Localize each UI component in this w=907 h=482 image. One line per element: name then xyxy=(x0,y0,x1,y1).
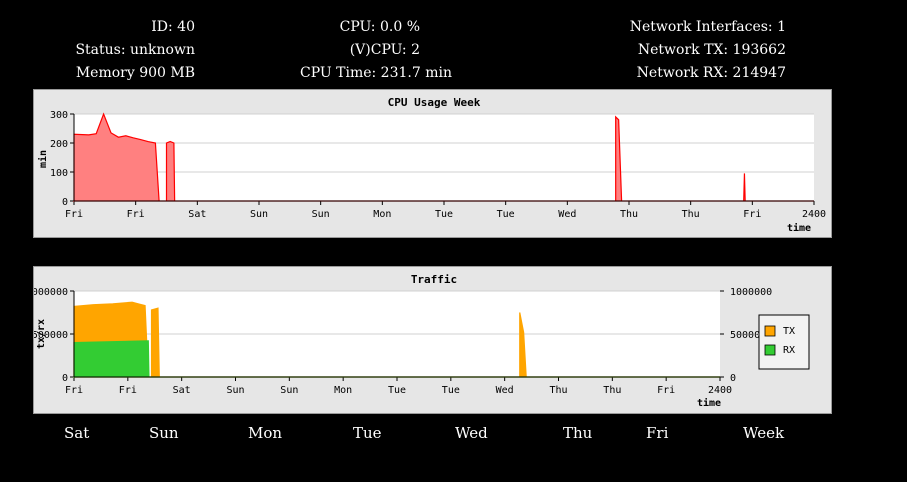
y-right-tick-label: 1000000 xyxy=(730,287,772,298)
x-tick-label: Sun xyxy=(280,385,298,396)
y-tick-label: 200 xyxy=(50,139,68,150)
x-tick-label: Mon xyxy=(373,209,391,220)
network-tx: Network TX: 193662 xyxy=(637,42,786,58)
x-tick-label: Sun xyxy=(250,209,268,220)
traffic-chart-panel: Traffic tx/rx time 1000000 1000000 500000 5… xyxy=(33,266,832,414)
traffic-legend: TX RX xyxy=(758,314,810,370)
y-right-tick-label: 0 xyxy=(730,373,736,384)
vm-status: Status: unknown xyxy=(75,42,195,58)
x-tick-label: Fri xyxy=(119,385,137,396)
day-link-week[interactable]: Week xyxy=(743,424,785,442)
x-tick-label: Sat xyxy=(188,209,206,220)
cpu-time: CPU Time: 231.7 min xyxy=(300,65,452,81)
day-link-tue[interactable]: Tue xyxy=(353,424,382,442)
x-tick-label: Sat xyxy=(173,385,191,396)
y-right-tick-label: 500000 xyxy=(730,330,766,341)
x-tick-label: 2400 xyxy=(708,385,732,396)
traffic-y-label: tx/rx xyxy=(36,319,47,349)
legend-box xyxy=(758,314,810,370)
y-tick-label: 0 xyxy=(62,197,68,208)
x-tick-label: Sun xyxy=(226,385,244,396)
x-tick-label: Fri xyxy=(65,385,83,396)
cpu-chart-panel: CPU Usage Week min time 300 200 100 0 Fri Fri… xyxy=(33,89,832,238)
x-tick-label: Fri xyxy=(127,209,145,220)
cpu-chart-title: CPU Usage Week xyxy=(388,96,481,109)
traffic-chart-title: Traffic xyxy=(411,273,457,286)
legend-tx-swatch xyxy=(764,325,776,337)
x-tick-label: Sun xyxy=(312,209,330,220)
x-tick-label: Fri xyxy=(743,209,761,220)
vm-id: ID: 40 xyxy=(151,19,195,35)
x-tick-label: Fri xyxy=(657,385,675,396)
day-link-fri[interactable]: Fri xyxy=(646,424,669,442)
vm-memory: Memory 900 MB xyxy=(75,65,195,81)
x-tick-label: Wed xyxy=(496,385,514,396)
y-tick-label: 100 xyxy=(50,168,68,179)
x-tick-label: Thu xyxy=(682,209,700,220)
x-tick-label: Wed xyxy=(558,209,576,220)
x-tick-label: Thu xyxy=(549,385,567,396)
day-link-sun[interactable]: Sun xyxy=(149,424,179,442)
cpu-x-label: time xyxy=(787,222,811,234)
x-tick-label: Fri xyxy=(65,209,83,220)
x-tick-label: 2400 xyxy=(802,209,826,220)
traffic-chart: Traffic tx/rx time 1000000 1000000 500000 5… xyxy=(34,273,810,409)
y-tick-label: 500000 xyxy=(34,330,68,341)
y-tick-label: 0 xyxy=(62,373,68,384)
x-tick-label: Tue xyxy=(497,209,515,220)
day-link-wed[interactable]: Wed xyxy=(455,424,488,442)
network-interfaces: Network Interfaces: 1 xyxy=(629,19,786,35)
x-tick-label: Mon xyxy=(334,385,352,396)
x-tick-label: Tue xyxy=(435,209,453,220)
cpu-y-label: min xyxy=(37,150,49,168)
x-tick-label: Thu xyxy=(603,385,621,396)
day-link-sat[interactable]: Sat xyxy=(64,424,90,442)
x-tick-label: Tue xyxy=(388,385,406,396)
legend-rx-swatch xyxy=(764,344,776,356)
y-tick-label: 300 xyxy=(50,110,68,121)
legend-tx-label: TX xyxy=(783,326,795,337)
x-tick-label: Thu xyxy=(620,209,638,220)
vcpu-count: (V)CPU: 2 xyxy=(349,42,420,58)
network-rx: Network RX: 214947 xyxy=(636,65,786,81)
cpu-percent: CPU: 0.0 % xyxy=(339,19,420,35)
plot-area xyxy=(74,114,814,201)
legend-rx-label: RX xyxy=(783,345,795,356)
day-link-mon[interactable]: Mon xyxy=(248,424,283,442)
x-tick-label: Tue xyxy=(442,385,460,396)
y-tick-label: 1000000 xyxy=(34,287,68,298)
traffic-x-label: time xyxy=(697,397,721,409)
day-link-thu[interactable]: Thu xyxy=(563,424,593,442)
